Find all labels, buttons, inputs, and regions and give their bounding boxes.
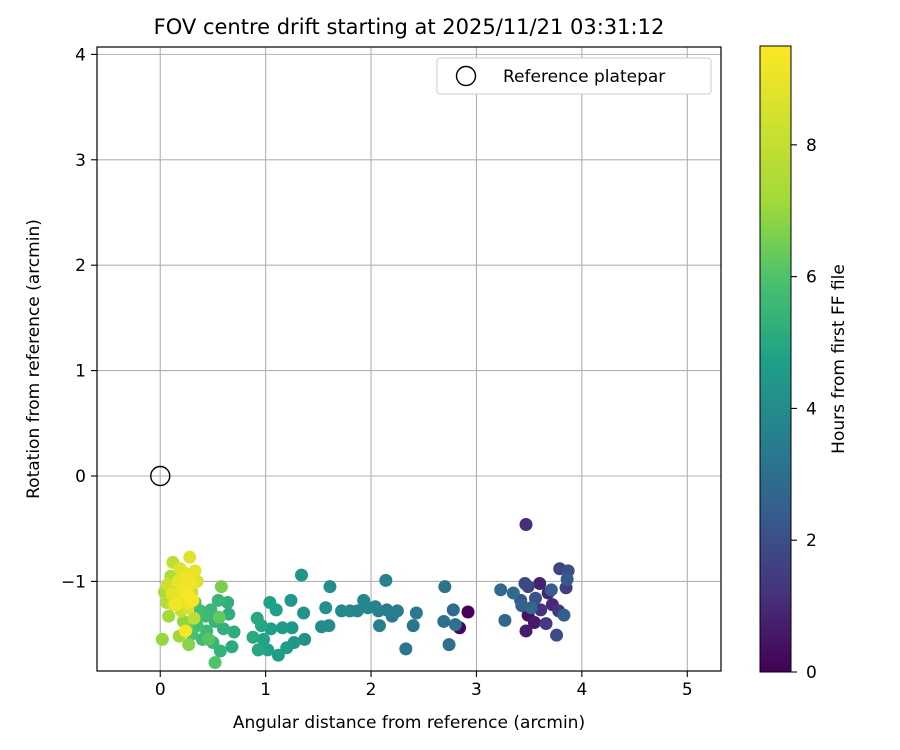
data-point [294,568,308,582]
colorbar-tick-label: 6 [806,268,817,288]
data-point [216,622,230,636]
data-point [550,628,564,642]
x-tick-label: 3 [471,680,482,700]
data-point [263,595,277,609]
data-point [357,593,371,607]
data-point [261,643,275,657]
data-point [276,621,290,635]
data-point [494,583,508,597]
data-point [437,614,451,628]
data-point [284,593,298,607]
chart-title: FOV centre drift starting at 2025/11/21 … [154,15,665,39]
data-point [213,644,227,658]
x-tick-label: 4 [576,680,587,700]
data-point [446,603,460,617]
data-point [319,601,333,615]
x-tick-label: 2 [366,680,377,700]
data-point [179,624,193,638]
y-tick-label: 4 [75,45,86,65]
data-point [155,632,169,646]
colorbar-label: Hours from first FF file [829,264,849,454]
data-point [557,608,571,622]
data-point [214,580,228,594]
x-tick-label: 0 [155,680,166,700]
axis-ticks: 0 1 2 3 4 5 −1 0 1 2 3 4 [61,45,693,700]
data-point [271,648,285,662]
data-point [298,632,312,646]
y-tick-label: −1 [61,572,86,592]
data-point [519,624,533,638]
data-point [527,616,541,630]
data-point [372,619,386,633]
data-point [250,611,264,625]
data-point [183,550,197,564]
data-point [257,632,271,646]
y-tick-label: 1 [75,362,86,382]
legend-marker-icon [455,65,477,87]
data-point [448,618,462,632]
y-tick-label: 0 [75,467,86,487]
colorbar-ticks: 0 2 4 6 8 [791,136,817,683]
data-point [186,593,200,607]
data-point [169,598,183,612]
data-point [162,609,176,623]
data-point [184,577,198,591]
data-point [524,601,538,615]
data-point [539,617,553,631]
x-tick-label: 5 [682,680,693,700]
data-point [315,620,329,634]
y-axis-label: Rotation from reference (arcmin) [24,219,44,499]
data-point [246,630,260,644]
colorbar-tick-label: 2 [806,531,817,551]
colorbar: 0 2 4 6 8 Hours from first FF file [759,45,849,683]
data-point [212,610,226,624]
data-point [519,517,533,531]
data-point [506,586,520,600]
data-point [208,656,222,670]
data-point [225,640,239,654]
x-tick-label: 1 [260,680,271,700]
data-point [533,577,547,591]
colorbar-tick-label: 4 [806,399,817,419]
data-point [297,606,311,620]
y-tick-label: 2 [75,256,86,276]
data-point [227,625,241,639]
data-point [285,621,299,635]
x-axis-label: Angular distance from reference (arcmin) [233,713,585,733]
data-point [544,583,558,597]
data-point [379,573,393,587]
data-point [498,613,512,627]
data-point [280,641,294,655]
data-point [165,587,179,601]
data-point [251,643,265,657]
legend: Reference platepar [436,57,712,95]
data-point [187,611,201,625]
data-point [406,619,420,633]
plot-frame [96,46,722,672]
data-point [461,605,475,619]
legend-box [436,57,712,95]
data-point [399,642,413,656]
data-point [188,564,202,578]
data-point [202,632,216,646]
legend-label: Reference platepar [503,67,665,87]
y-tick-label: 3 [75,151,86,171]
data-point [390,604,404,618]
data-point [182,638,196,652]
colorbar-gradient [759,45,792,673]
colorbar-tick-label: 0 [806,663,817,683]
data-points [150,465,575,670]
data-point [560,572,574,586]
data-point [335,604,349,618]
data-point [323,580,337,594]
reference-platepar-marker [150,465,171,487]
data-point [409,606,423,620]
data-point [438,580,452,594]
data-point [442,638,456,652]
data-point [518,577,532,591]
data-point [211,593,225,607]
grid-lines [97,47,721,671]
colorbar-tick-label: 8 [806,136,817,156]
